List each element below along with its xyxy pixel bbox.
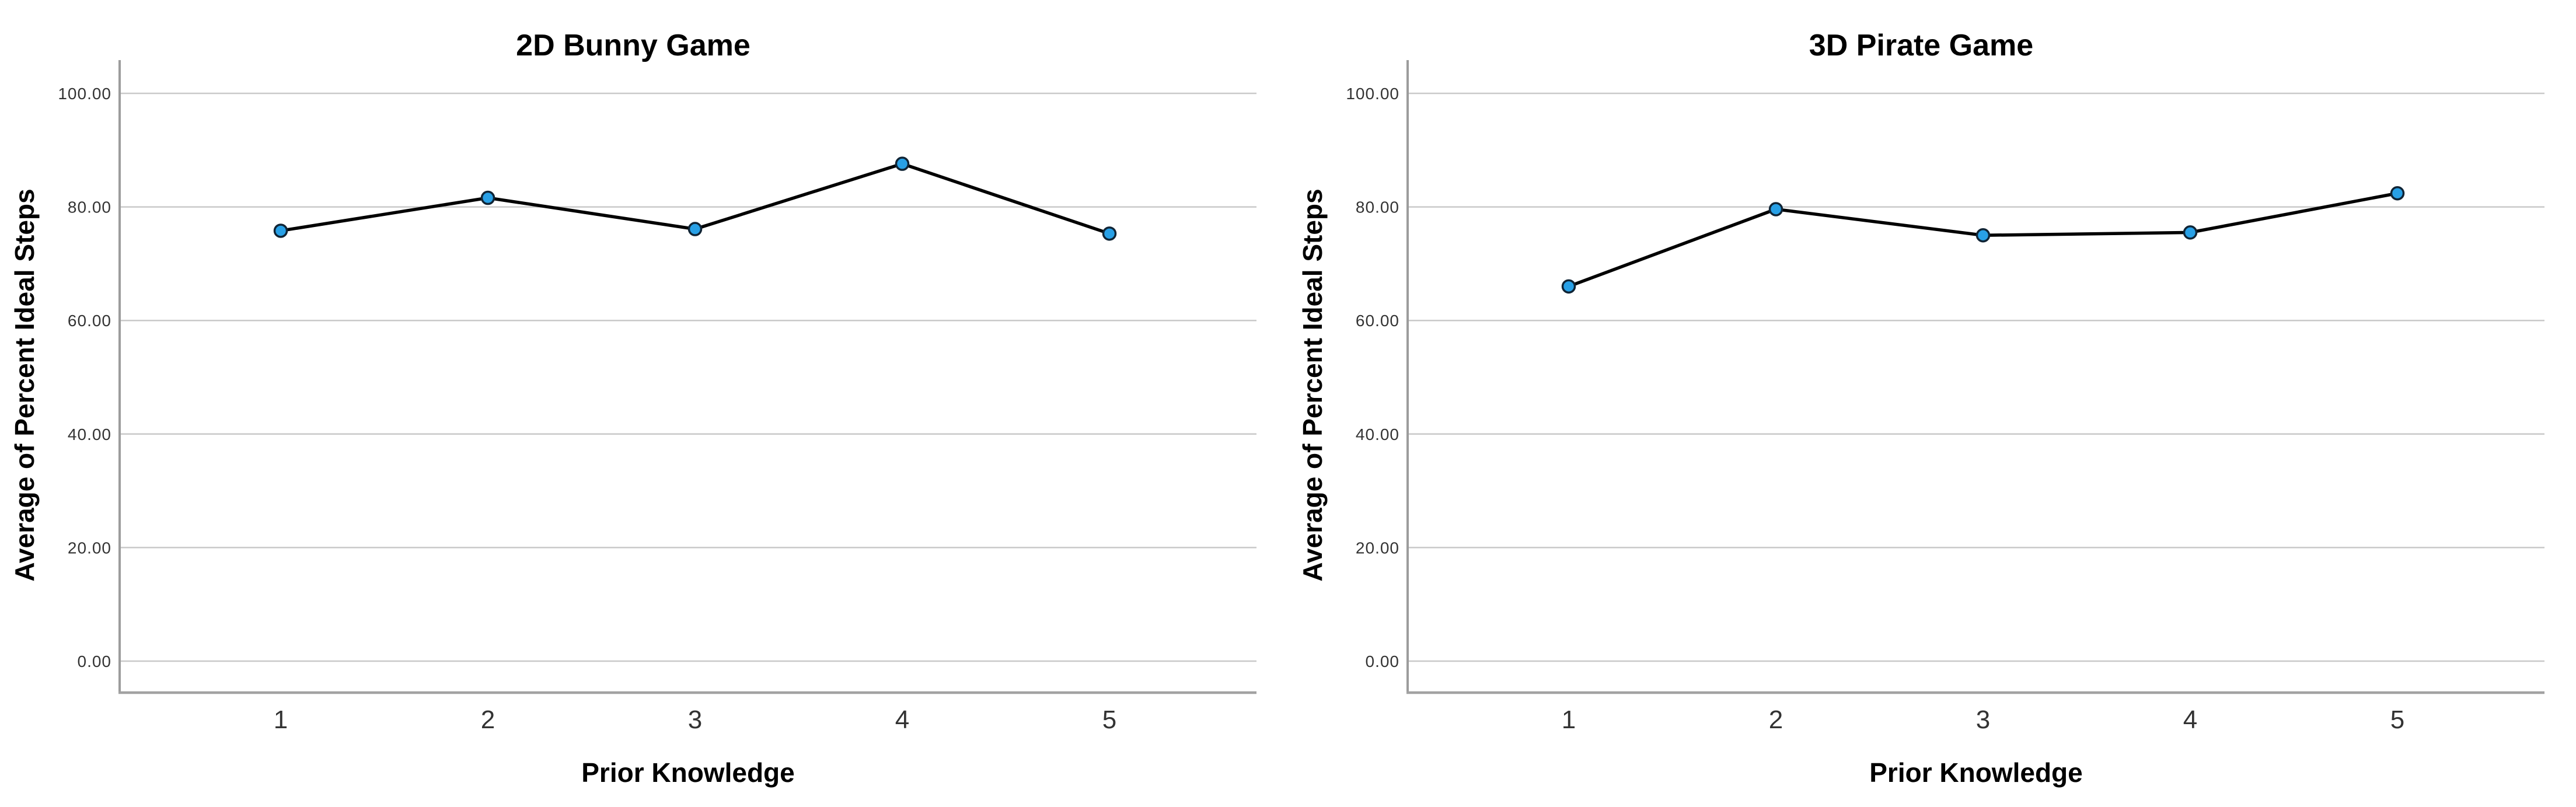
data-point [687, 222, 703, 236]
plot-area: 0.00 20.00 40.00 60.00 80.00 100.00 1 2 3 4 5 [58, 60, 1256, 734]
x-tick-label: 4 [895, 705, 909, 734]
data-point [1561, 279, 1576, 294]
x-tick-label: 5 [1102, 705, 1116, 734]
x-tick-label: 3 [1976, 705, 1990, 734]
x-tick-label: 1 [1562, 705, 1576, 734]
y-tick-label: 0.00 [78, 652, 112, 670]
x-axis-title: Prior Knowledge [581, 757, 794, 788]
data-point [2183, 225, 2198, 240]
x-tick-label: 3 [688, 705, 702, 734]
x-tick-label: 1 [274, 705, 288, 734]
y-tick-label: 60.00 [1356, 312, 1399, 330]
chart-title: 3D Pirate Game [1809, 29, 2033, 62]
x-tick-label: 2 [1769, 705, 1783, 734]
x-axis-title: Prior Knowledge [1869, 757, 2082, 788]
x-tick-label: 2 [481, 705, 495, 734]
x-tick-label: 4 [2183, 705, 2197, 734]
y-tick-label: 0.00 [1366, 652, 1400, 670]
y-tick-label: 80.00 [68, 198, 111, 216]
y-tick-label: 60.00 [68, 312, 111, 330]
plot-area: 0.00 20.00 40.00 60.00 80.00 100.00 1 2 3 4 5 [1346, 60, 2544, 734]
y-tick-label: 100.00 [58, 85, 111, 103]
y-axis-title: Average of Percent Ideal Steps [9, 188, 40, 581]
y-tick-label: 40.00 [68, 425, 111, 443]
data-point [480, 190, 495, 205]
y-tick-label: 100.00 [1346, 85, 1399, 103]
data-point [1102, 226, 1117, 241]
x-tick-label: 5 [2390, 705, 2404, 734]
y-tick-label: 20.00 [1356, 539, 1399, 557]
chart-title: 2D Bunny Game [516, 29, 751, 62]
y-tick-label: 40.00 [1356, 425, 1399, 443]
data-point [273, 223, 288, 238]
y-tick-label: 80.00 [1356, 198, 1399, 216]
chart-3d-pirate-game: 0.00 20.00 40.00 60.00 80.00 100.00 1 2 3 4 5 3D P… [1288, 0, 2576, 807]
data-point [1768, 202, 1783, 216]
data-point [895, 156, 910, 171]
data-point [2390, 186, 2405, 201]
y-axis-title: Average of Percent Ideal Steps [1297, 188, 1328, 581]
chart-2d-bunny-game: 0.00 20.00 40.00 60.00 80.00 100.00 1 2 3 4 5 2D B… [9, 29, 1256, 788]
y-tick-label: 20.00 [68, 539, 111, 557]
data-point [1975, 228, 1991, 243]
